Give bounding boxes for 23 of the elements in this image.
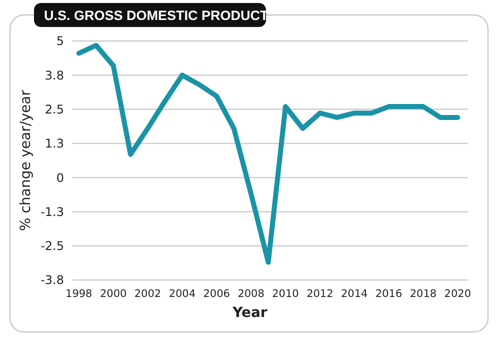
y-tick-label: 0 (56, 170, 64, 185)
y-tick-label: -3.8 (40, 273, 64, 288)
x-tick-label: 2010 (272, 288, 299, 300)
x-tick-label: 2018 (410, 288, 437, 300)
x-tick-label: 2014 (341, 288, 368, 300)
x-tick-label: 2000 (100, 288, 127, 300)
y-tick-label: -2.5 (40, 239, 64, 254)
x-tick-label: 2016 (375, 288, 402, 300)
chart-title: U.S. GROSS DOMESTIC PRODUCT (44, 8, 270, 23)
y-tick-label: 2.5 (44, 102, 64, 116)
x-tick-label: 2012 (306, 288, 334, 300)
x-tick-label: 2004 (168, 288, 196, 300)
y-tick-label: 1.3 (44, 136, 64, 151)
y-tick-label: -1.3 (40, 204, 64, 219)
y-tick-label: 3.8 (44, 68, 64, 82)
x-tick-label: 2006 (203, 288, 230, 300)
x-tick-label: 2008 (238, 288, 264, 300)
x-tick-label: 1998 (66, 288, 92, 300)
y-axis-title: % change year/year (18, 90, 34, 231)
x-axis-title: Year (232, 305, 268, 321)
x-tick-label: 2020 (444, 288, 472, 300)
x-tick-label: 2002 (134, 288, 162, 300)
y-tick-label: 5 (56, 34, 64, 48)
